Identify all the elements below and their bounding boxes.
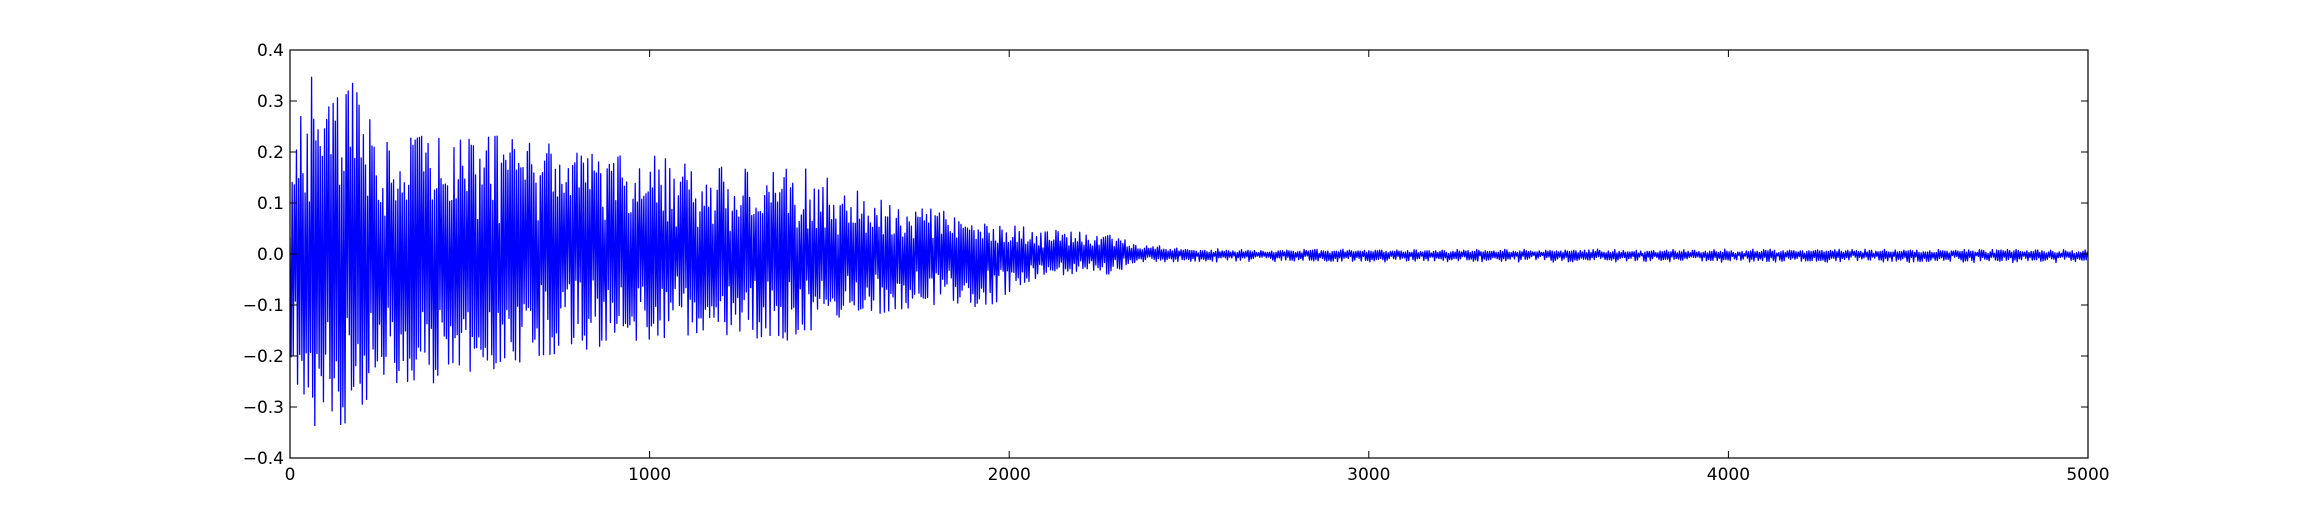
tick-labels: 0 1000 2000 3000 4000 5000 −0.4 −0.3 −0.2 −0.1 0.0… xyxy=(243,41,2110,485)
y-tick-label: 0.2 xyxy=(257,143,284,163)
y-tick-label: 0.1 xyxy=(257,194,284,214)
y-tick-label: −0.1 xyxy=(243,296,284,316)
x-tick-label: 1000 xyxy=(628,465,671,485)
ticks xyxy=(289,49,2089,459)
y-tick-label: −0.4 xyxy=(243,449,284,469)
waveform-series-line xyxy=(290,76,2088,427)
x-tick-label: 3000 xyxy=(1347,465,1390,485)
y-tick-label: −0.2 xyxy=(243,347,284,367)
y-tick-label: 0.0 xyxy=(257,245,284,265)
x-tick-label: 4000 xyxy=(1707,465,1750,485)
y-tick-label: −0.3 xyxy=(243,398,284,418)
plot-area xyxy=(290,76,2088,427)
x-tick-label: 0 xyxy=(285,465,296,485)
x-tick-label: 2000 xyxy=(988,465,1031,485)
y-tick-label: 0.4 xyxy=(257,41,284,61)
x-tick-label: 5000 xyxy=(2066,465,2109,485)
y-tick-label: 0.3 xyxy=(257,92,284,112)
